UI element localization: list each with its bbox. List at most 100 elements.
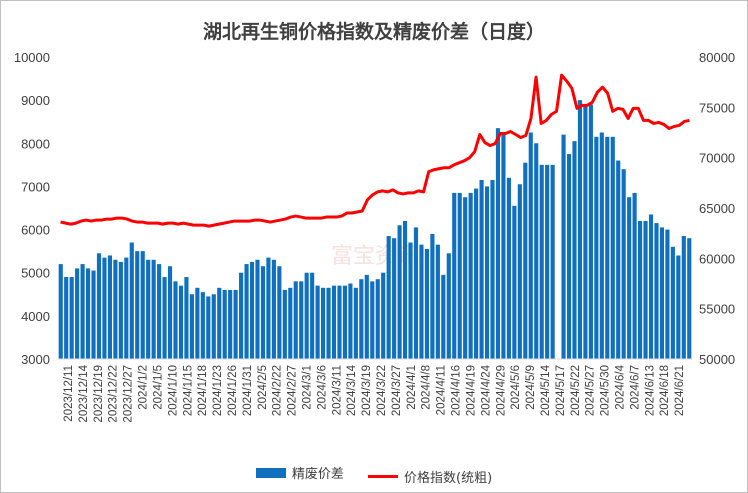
y-left-tick-label: 7000 [21,179,50,194]
x-tick-label: 2024/2/27 [287,365,299,416]
bar [676,255,681,359]
x-tick-label: 2024/1/31 [242,365,254,416]
x-tick-label: 2023/12/14 [78,364,90,422]
bar [260,266,266,359]
bar [107,255,112,359]
bar [299,281,304,359]
x-tick-label: 2024/3/19 [361,365,373,416]
y-left-tick-label: 10000 [14,50,50,65]
bar [621,169,626,359]
legend-line-swatch [368,474,398,478]
bar [364,274,369,359]
bar [539,164,544,359]
x-tick-label: 2024/5/14 [540,364,552,416]
x-tick-label: 2024/3/27 [391,365,403,416]
bar [616,160,621,359]
x-tick-label: 2024/1/15 [182,365,194,416]
x-tick-label: 2023/12/27 [123,365,135,423]
x-tick-label: 2024/3/22 [376,365,388,416]
bar [479,179,484,359]
x-tick-label: 2024/4/29 [495,365,507,416]
y-left-tick-label: 8000 [21,136,50,151]
bar [315,285,320,359]
bar [583,104,588,360]
y-right-tick-label: 70000 [699,151,735,166]
bar [255,259,260,359]
x-tick-label: 2024/6/18 [659,365,671,416]
bar [331,285,337,359]
x-tick-label: 2024/3/14 [346,364,358,416]
bar [687,238,692,359]
bar [474,188,479,359]
bar [282,289,287,359]
line-series [60,73,690,228]
bar [610,136,615,359]
legend-item-bar: 精废价差 [255,463,344,482]
x-tick-label: 2024/4/1 [406,365,418,410]
bar [648,214,654,359]
x-tick-label: 2024/3/6 [316,365,328,410]
x-tick-label: 2024/4/24 [480,364,492,416]
y-right-tick-label: 80000 [699,50,735,65]
y-left-tick-label: 6000 [21,223,50,238]
bar [293,281,298,359]
bar [96,253,102,359]
y-right-tick-label: 50000 [699,352,735,367]
bar [550,164,555,359]
bar [665,229,670,359]
bar [392,238,397,359]
bar [233,289,238,359]
x-tick-label: 2024/5/30 [600,365,612,416]
bar [561,134,566,359]
bar [430,233,435,359]
y-left-tick-label: 4000 [21,309,50,324]
bar [599,132,604,359]
bar [277,266,282,359]
y-right-tick-label: 60000 [699,251,735,266]
bar [135,251,140,359]
x-tick-label: 2024/5/27 [585,365,597,416]
bar [146,259,151,359]
legend-line-label: 价格指数(统粗) [404,470,493,486]
x-tick-label: 2024/3/1 [302,365,314,410]
bar [397,225,402,359]
bar [523,162,528,359]
bar [654,223,659,359]
bar [627,197,632,359]
bar [178,285,184,359]
bar [386,236,391,359]
bar [381,272,386,359]
x-tick-label: 2024/6/13 [644,365,656,416]
x-tick-label: 2024/3/11 [331,365,343,415]
bar [594,136,599,359]
bar [189,294,194,359]
bar [321,287,326,359]
x-tick-label: 2024/6/4 [615,364,627,409]
bar [638,220,643,359]
bar [659,227,665,359]
bar [588,104,593,360]
y-right-tick-label: 65000 [699,201,735,216]
legend: 精废价差 价格指数(统粗) [1,463,747,486]
x-tick-label: 2024/1/26 [227,365,239,416]
bar [468,192,473,359]
legend-bar-swatch [255,467,286,478]
bar [375,279,380,359]
bar [140,251,145,359]
bar [271,259,276,359]
y-right-tick-label: 55000 [699,302,735,317]
bar [419,244,424,359]
bar [577,100,583,359]
x-tick-label: 2024/6/7 [629,365,641,410]
bar [266,257,271,359]
x-tick-label: 2024/1/2 [138,365,150,410]
bar [566,154,572,359]
x-tick-label: 2024/1/18 [197,365,209,416]
bar [681,236,686,359]
bar [157,264,162,359]
bar [534,143,539,359]
bar [85,268,91,359]
bar [413,227,419,359]
